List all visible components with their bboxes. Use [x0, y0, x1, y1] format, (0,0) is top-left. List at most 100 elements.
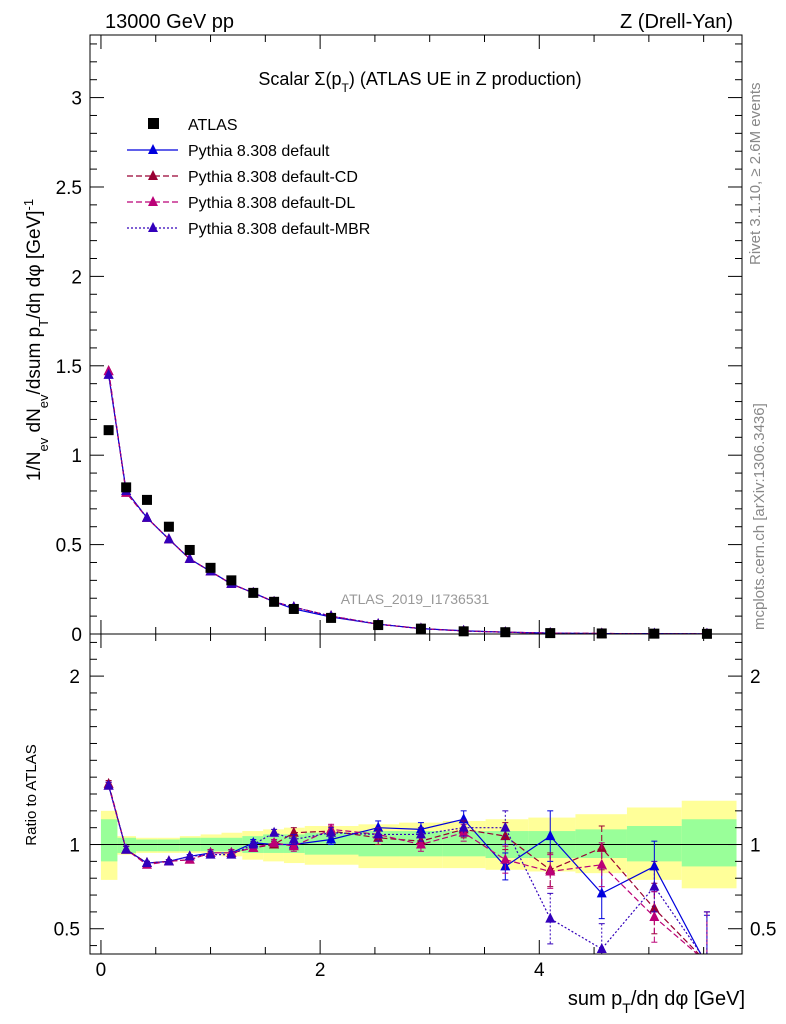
main-ytick-label: 1 — [71, 446, 82, 467]
atlas-data-point — [121, 482, 132, 493]
title-rest: ) (ATLAS UE in Z production) — [349, 69, 582, 89]
main-ytick-label: 0 — [71, 625, 82, 646]
atlas-data-point — [103, 425, 114, 436]
ratio-ytick-label: 1 — [69, 836, 80, 857]
ratio-line-0 — [108, 785, 702, 954]
ratio-triangle-marker — [205, 848, 216, 859]
ratio-triangle-marker — [269, 826, 280, 837]
main-plot-panel: 0 0.5 1 1.5 2 2.5 3 ATLAS_2019_I1736531 Scalar… — [56, 34, 743, 646]
ratio-triangle-marker — [326, 826, 337, 837]
ratio-triangle-marker — [415, 838, 426, 849]
atlas-data-point — [269, 596, 280, 607]
ratio-triangle-marker — [458, 821, 469, 832]
ratio-triangle-marker — [326, 833, 337, 844]
legend-triangle-marker — [148, 144, 158, 154]
ratio-axis-ticks: 0.5 0.5 1 1 2 2 0 2 4 — [54, 634, 776, 981]
ratio-band-inner — [157, 839, 180, 852]
legend-triangle-marker — [148, 196, 158, 206]
ratio-band-inner — [304, 832, 359, 855]
ratio-triangle-marker — [163, 855, 174, 866]
ratio-triangle-marker — [103, 779, 114, 790]
ratio-ytick-label: 0.5 — [54, 920, 80, 941]
atlas-data-point — [415, 623, 426, 634]
ratio-triangle-marker — [141, 857, 152, 868]
ratio-triangle-marker — [649, 910, 660, 921]
legend-entry: Pythia 8.308 default-CD — [188, 169, 358, 186]
ratio-triangle-marker — [545, 912, 556, 923]
main-ytick-label: 3 — [71, 89, 82, 110]
ratio-triangle-marker — [596, 858, 607, 869]
rivet-label: Rivet 3.1.10, ≥ 2.6M events — [747, 83, 764, 266]
ratio-triangle-marker — [288, 840, 299, 851]
ratio-triangle-marker — [649, 880, 660, 891]
ratio-series — [103, 777, 712, 970]
ratio-band-inner — [136, 839, 158, 852]
ratio-triangle-marker — [415, 828, 426, 839]
atlas-data-point — [163, 521, 174, 532]
atlas-data-point — [248, 587, 259, 598]
atlas-data-point — [141, 494, 152, 505]
main-ytick-label: 2.5 — [56, 178, 82, 199]
ratio-triangle-marker — [373, 821, 384, 832]
main-triangle-marker — [184, 552, 195, 563]
ratio-band-inner — [681, 819, 737, 867]
title-subscript: T — [342, 81, 350, 95]
atlas-data-point — [226, 575, 237, 586]
ratio-triangle-marker — [500, 821, 511, 832]
atlas-data-point — [596, 628, 607, 639]
ratio-triangle-marker — [702, 956, 712, 966]
ratio-xlabel: sum pT/dη dφ [GeV] — [568, 988, 745, 1016]
legend-entry: Pythia 8.308 default — [188, 143, 330, 160]
header-right: Z (Drell-Yan) — [620, 11, 733, 33]
ratio-ytick-label: 2 — [69, 667, 80, 688]
ratio-band-inner — [100, 819, 118, 862]
main-triangle-marker — [141, 511, 152, 522]
ratio-triangle-marker — [500, 853, 511, 864]
ratio-frame — [89, 633, 743, 955]
ratio-triangle-marker — [121, 843, 132, 854]
ratio-triangle-marker — [596, 942, 607, 953]
ratio-triangle-marker — [702, 956, 712, 966]
legend-entry: ATLAS — [188, 117, 238, 134]
ratio-triangle-marker — [545, 865, 556, 876]
main-triangle-marker — [163, 533, 174, 544]
ratio-plot-panel: 0.5 0.5 1 1 2 2 0 2 4 — [54, 633, 776, 981]
ratio-triangle-marker — [288, 833, 299, 844]
ratio-triangle-marker — [373, 828, 384, 839]
legend-square-marker — [148, 118, 159, 129]
ratio-ylabel: Ratio to ATLAS — [23, 744, 40, 845]
atlas-data-point — [288, 603, 299, 614]
atlas-data-point — [500, 627, 511, 638]
legend-entry: Pythia 8.308 default-MBR — [188, 221, 370, 238]
ratio-triangle-marker — [184, 850, 195, 861]
ratio-xtick-label: 0 — [96, 960, 107, 981]
atlas-data-point — [458, 626, 469, 637]
ratio-ytick-label-right: 2 — [750, 667, 761, 688]
ratio-ytick-label-right: 0.5 — [750, 920, 776, 941]
atlas-data-point — [184, 544, 195, 555]
ratio-line-2 — [108, 785, 699, 954]
main-ylabel: 1/Nev dNev/dsum pT/dη dφ [GeV]-1 — [21, 199, 51, 481]
atlas-data-point — [205, 562, 216, 573]
main-series — [103, 365, 712, 639]
ratio-triangle-marker — [702, 960, 712, 970]
legend-triangle-marker — [148, 222, 158, 232]
ratio-triangle-marker — [226, 848, 237, 859]
ratio-ytick-label-right: 1 — [750, 836, 761, 857]
atlas-data-point — [373, 620, 384, 631]
ratio-triangle-marker — [596, 887, 607, 898]
plot-title: Scalar Σ(pT) (ATLAS UE in Z production) — [258, 69, 581, 95]
title-scalar: Scalar Σ(p — [258, 69, 341, 89]
atlas-data-point — [545, 628, 556, 639]
legend: ATLAS Pythia 8.308 default Pythia 8.308 de… — [127, 117, 370, 238]
legend-triangle-marker — [148, 170, 158, 180]
ratio-triangle-marker — [248, 838, 259, 849]
main-ytick-label: 1.5 — [56, 357, 82, 378]
atlas-data-point — [326, 612, 337, 623]
legend-entry: Pythia 8.308 default-DL — [188, 195, 355, 212]
main-axis-ticks: 0 0.5 1 1.5 2 2.5 3 — [56, 35, 742, 646]
ratio-xtick-label: 2 — [315, 960, 326, 981]
mcplots-label: mcplots.cern.ch [arXiv:1306.3436] — [751, 403, 768, 630]
main-ytick-label: 0.5 — [56, 536, 82, 557]
